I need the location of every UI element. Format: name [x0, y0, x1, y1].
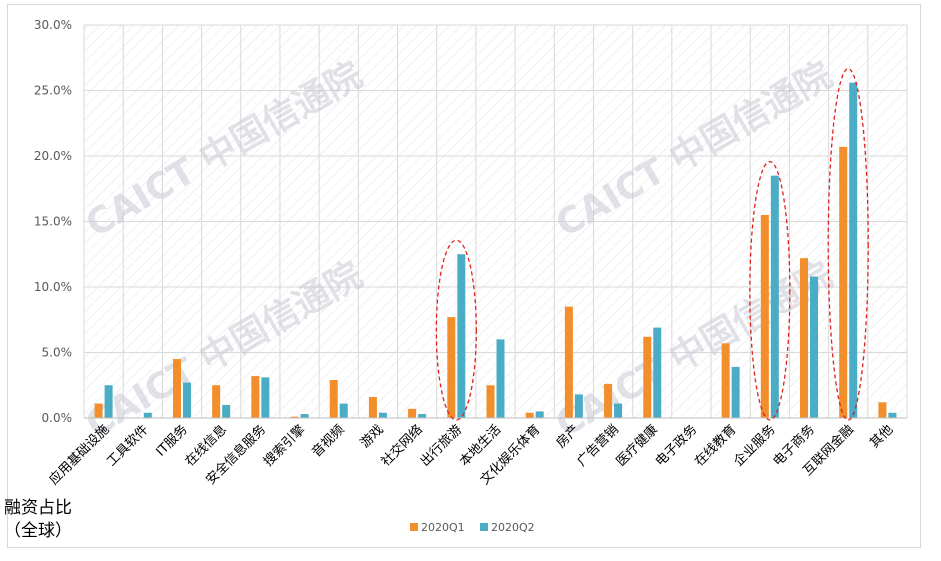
bar-2020Q2: [261, 377, 270, 418]
bar-2020Q1: [760, 214, 769, 418]
legend-swatch: [480, 523, 488, 531]
bar-2020Q2: [378, 412, 387, 418]
x-tick-label: 应用基础设施: [46, 422, 112, 488]
side-label: 融资占比 （全球）: [4, 497, 72, 543]
highlight-ellipse: [435, 239, 477, 421]
y-tick-label: 0.0%: [42, 411, 73, 425]
bar-2020Q1: [251, 376, 260, 418]
bar-2020Q2: [457, 254, 466, 418]
bar-2020Q1: [368, 397, 377, 418]
bar-2020Q2: [731, 366, 740, 418]
x-tick-label: 社交网络: [378, 422, 426, 470]
x-tick-label: 音视频: [309, 422, 348, 461]
highlight-ellipse: [749, 161, 791, 421]
bar-2020Q1: [878, 402, 887, 418]
bar-2020Q1: [94, 403, 103, 418]
bar-2020Q1: [447, 317, 456, 418]
y-tick-label: 30.0%: [34, 18, 72, 32]
bar-2020Q1: [212, 385, 221, 418]
bar-2020Q2: [300, 414, 309, 418]
bar-2020Q2: [222, 404, 231, 418]
bar-2020Q1: [721, 343, 730, 418]
bar-2020Q2: [574, 394, 583, 418]
bar-2020Q2: [770, 175, 779, 418]
y-tick-label: 20.0%: [34, 149, 72, 163]
bar-2020Q2: [104, 385, 113, 418]
x-tick-label: 医疗健康: [613, 422, 661, 470]
bar-2020Q1: [839, 146, 848, 418]
bar-2020Q2: [418, 414, 427, 418]
x-tick-label: IT服务: [153, 422, 191, 460]
bar-2020Q1: [408, 408, 417, 418]
y-tick-label: 10.0%: [34, 280, 72, 294]
bar-2020Q1: [564, 306, 573, 418]
x-tick-label: 出行旅游: [418, 422, 465, 469]
bar-2020Q2: [535, 411, 544, 418]
bar-2020Q2: [653, 327, 662, 418]
bar-2020Q2: [888, 412, 897, 418]
bar-2020Q1: [329, 380, 338, 418]
bar-2020Q2: [182, 382, 191, 418]
y-tick-label: 25.0%: [34, 84, 72, 98]
x-tick-label: 电子政务: [652, 422, 700, 470]
bar-2020Q2: [143, 412, 152, 418]
bar-2020Q1: [172, 359, 181, 418]
x-tick-label: 在线教育: [691, 422, 739, 470]
bar-2020Q2: [849, 82, 858, 418]
x-tick-label: 游戏: [358, 422, 387, 451]
legend-label: 2020Q2: [491, 521, 535, 534]
legend-swatch: [410, 523, 418, 531]
bar-2020Q1: [604, 383, 613, 418]
bar-2020Q1: [486, 385, 495, 418]
bar-2020Q2: [496, 339, 505, 418]
bar-2020Q1: [800, 258, 809, 418]
x-tick-label: 企业服务: [731, 422, 779, 470]
y-tick-label: 15.0%: [34, 215, 72, 229]
side-label-line-2: （全球）: [4, 521, 72, 541]
bar-2020Q2: [339, 403, 348, 418]
legend-label: 2020Q1: [421, 521, 465, 534]
bar-2020Q1: [525, 412, 534, 418]
x-tick-label: 搜索引擎: [261, 422, 308, 469]
y-tick-label: 5.0%: [42, 346, 73, 360]
highlight-ellipse: [827, 67, 869, 421]
x-tick-label: 其他: [867, 422, 896, 451]
bar-2020Q1: [643, 336, 652, 418]
side-label-line-1: 融资占比: [4, 498, 72, 518]
bar-2020Q1: [290, 416, 299, 418]
bar-2020Q2: [810, 276, 819, 418]
bar-2020Q2: [614, 403, 623, 418]
